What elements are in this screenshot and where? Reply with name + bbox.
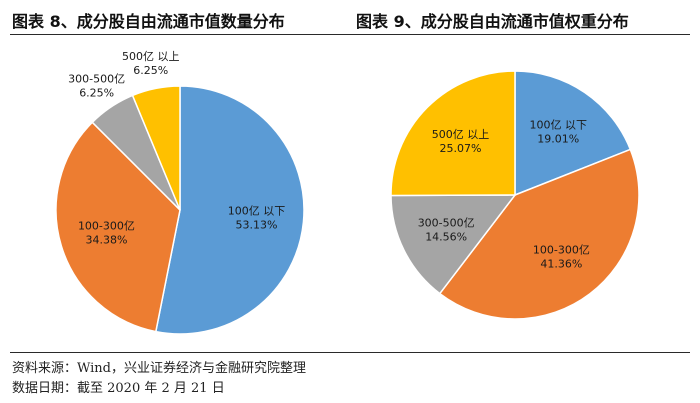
chart-title-left: 图表 8、成分股自由流通市值数量分布 <box>12 12 285 31</box>
pie-slice-over-500 <box>131 85 181 211</box>
slice-category-label: 100亿 以下 <box>228 205 286 218</box>
slice-value-label: 53.13% <box>236 219 278 232</box>
slice-category-label: 300-500亿 <box>68 72 125 85</box>
slice-value-label: 41.36% <box>540 257 582 270</box>
slice-category-label: 500亿 以上 <box>122 50 180 63</box>
pie-slice-under-100 <box>514 70 632 197</box>
pie-slice-100-300 <box>55 121 181 333</box>
slice-category-label: 100-300亿 <box>533 243 590 256</box>
chart-title-right: 图表 9、成分股自由流通市值权重分布 <box>356 12 629 31</box>
source-note: 资料来源：Wind，兴业证券经济与金融研究院整理 <box>12 361 306 376</box>
slice-value-label: 25.07% <box>440 142 482 155</box>
pie-slice-under-100 <box>154 85 305 335</box>
slice-category-label: 100亿 以下 <box>529 118 587 131</box>
slice-category-label: 100-300亿 <box>78 219 135 232</box>
slice-value-label: 6.25% <box>79 86 114 99</box>
pie-slice-over-500 <box>390 70 516 197</box>
pie-chart-count: 100亿 以下53.13%100-300亿34.38%300-500亿6.25%… <box>55 50 305 335</box>
slice-value-label: 6.25% <box>133 64 168 77</box>
pie-slice-300-500 <box>390 194 517 295</box>
slice-category-label: 300-500亿 <box>418 216 475 229</box>
slice-value-label: 34.38% <box>85 233 127 246</box>
slice-value-label: 14.56% <box>425 230 467 243</box>
slice-category-label: 500亿 以上 <box>432 128 490 141</box>
slice-value-label: 19.01% <box>537 132 579 145</box>
pie-slice-100-300 <box>438 148 640 320</box>
bottom-divider <box>10 352 690 353</box>
top-divider <box>10 34 690 35</box>
data-date-note: 数据日期：截至 2020 年 2 月 21 日 <box>12 381 225 396</box>
